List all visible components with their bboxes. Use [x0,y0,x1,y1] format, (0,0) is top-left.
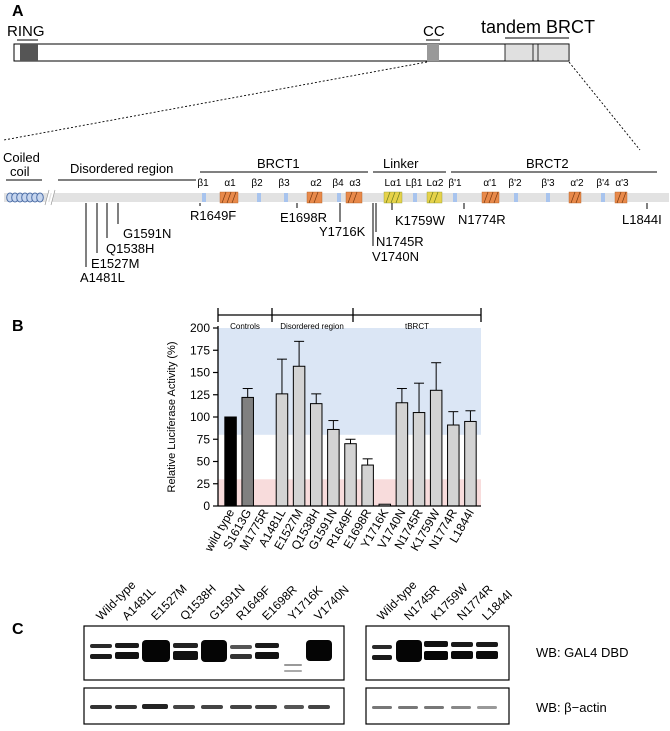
sse-label: β4 [332,178,344,189]
mutation-e1527m: E1527M [91,256,139,271]
y-tick-label: 200 [190,321,210,335]
bar-e1527m [292,365,306,507]
sse-label: β1 [197,178,209,189]
sse-label: α'1 [483,178,497,189]
y-tick-label: 150 [190,366,210,380]
mutation-e1698r: E1698R [280,210,327,225]
y-tick-label: 125 [190,388,210,402]
coiled-coil-label-2: coil [10,164,30,179]
mutation-a1481l: A1481L [80,270,125,285]
mutation-n1745r: N1745R [376,234,424,249]
zoom-line-left [3,61,428,141]
panel-c-label: C [12,621,24,638]
sse-label: α'3 [615,178,629,189]
mutation-g1591n: G1591N [123,226,171,241]
group-disordered: Disordered region [280,322,344,331]
sse-label: Lα2 [427,178,444,189]
wb-lane-labels: Wild-typeA1481LE1527MQ1538HG1591NR1649FE… [93,578,515,623]
full-length-protein: RING CC tandem BRCT [7,17,595,62]
sse-label: α1 [224,178,236,189]
sse-label: α'2 [570,178,584,189]
ring-label: RING [7,23,45,40]
y-tick-label: 50 [197,455,211,469]
bar-wild-type [224,416,237,507]
bar-l1844i [464,420,477,507]
linker-label: Linker [383,156,419,171]
cc-label: CC [423,23,445,40]
bar-s1613g [241,396,254,507]
bar-k1759w [429,389,443,507]
mutation-l1844i: L1844I [622,212,662,227]
mutation-ticks [85,203,648,267]
coiled-coil-helix [6,192,44,203]
blot-actin-left [83,687,345,725]
ring-domain [20,44,38,61]
mutation-labels: A1481L E1527M Q1538H G1591N R1649F E1698… [80,208,662,285]
coiled-coil-label-1: Coiled [3,150,40,165]
bar-r1649f [344,443,357,507]
bar-g1591n [327,428,340,507]
sse-label: β'2 [508,178,522,189]
disordered-region-label: Disordered region [70,161,173,176]
y-tick-label: 75 [197,432,211,446]
y-tick-label: 175 [190,343,210,357]
sse-label: β'1 [448,178,462,189]
bar-q1538h [309,403,323,507]
sse-label: Lα1 [385,178,402,189]
panel-a-label: A [12,3,24,20]
bar-e1698r [361,464,374,507]
zoomed-protein [4,189,669,206]
mutation-r1649f: R1649F [190,208,236,223]
sse-label: β'4 [596,178,610,189]
bar-a1481l [275,393,289,507]
sse-label: β3 [278,178,290,189]
y-axis-label: Relative Luciferase Activity (%) [166,342,178,493]
group-controls: Controls [230,322,260,331]
blot-gal4-right [365,625,510,681]
mutation-q1538h: Q1538H [106,241,154,256]
bar-n1745r [412,412,426,507]
zoom-line-right [568,61,641,151]
cc-domain [427,44,439,61]
sse-labels: β1 α1 β2 β3 α2 β4 α3 Lα1 Lβ1 Lα2 β'1 α'1 β'2 β'3 α'2 β'… [197,178,629,189]
mutation-k1759w: K1759W [395,213,446,228]
sse-label: β'3 [541,178,555,189]
blot-actin-right [365,687,510,725]
sse-label: β2 [251,178,263,189]
wb-actin-label: WB: β−actin [536,700,607,715]
y-tick-label: 100 [190,410,210,424]
mutation-n1774r: N1774R [458,212,506,227]
y-tick-label: 0 [203,499,210,513]
chart-group-header: Controls Disordered region tBRCT [217,308,482,331]
mutation-v1740n: V1740N [372,249,419,264]
sse-label: α3 [349,178,361,189]
luciferase-bar-chart: 0 25 50 75 100 125 150 175 200 Relative Luciferas… [166,321,481,555]
y-tick-label: 25 [197,477,211,491]
tandem-brct-label: tandem BRCT [481,17,595,37]
wb-gal4-label: WB: GAL4 DBD [536,645,628,660]
sse-label: α2 [310,178,322,189]
panel-b-label: B [12,318,24,335]
brct2-label: BRCT2 [526,156,569,171]
mutation-y1716k: Y1716K [319,224,366,239]
bar-n1774r [447,424,460,507]
sse-label: Lβ1 [406,178,423,189]
tandem-brct-domain [504,43,570,62]
bar-v1740n [395,402,409,507]
group-tbrct: tBRCT [405,322,429,331]
region-labels: Coiled coil Disordered region BRCT1 Link… [3,150,657,181]
blot-gal4-left [83,625,345,681]
brct1-label: BRCT1 [257,156,300,171]
